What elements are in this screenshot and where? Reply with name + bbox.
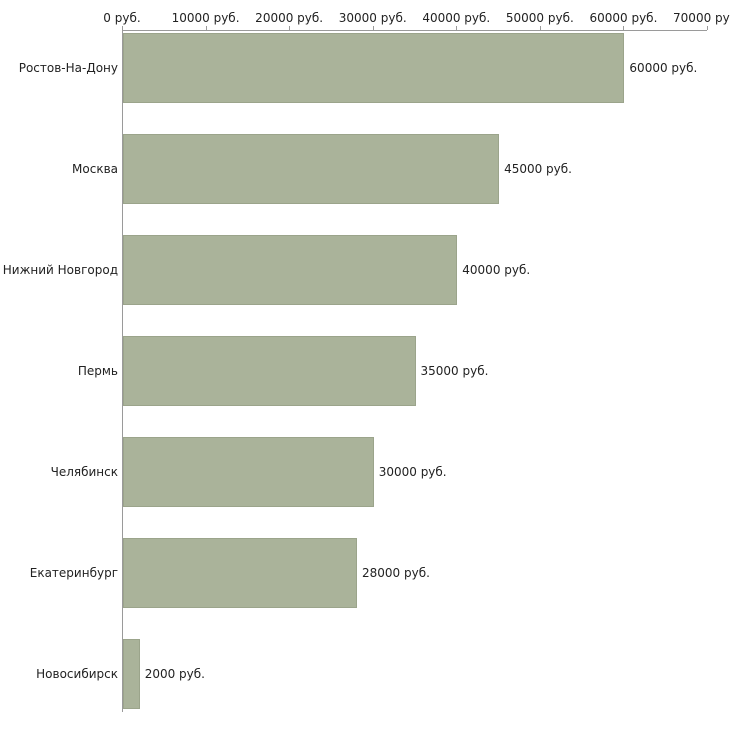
category-label: Екатеринбург	[29, 566, 118, 580]
x-tick-label: 40000 руб.	[422, 11, 491, 25]
value-label: 2000 руб.	[144, 667, 205, 681]
bar-5	[123, 538, 357, 608]
x-tick-mark	[122, 26, 123, 30]
bar-3	[123, 336, 416, 406]
value-label: 45000 руб.	[504, 162, 572, 176]
x-tick-mark	[456, 26, 458, 30]
value-label: 60000 руб.	[629, 61, 698, 75]
x-tick-label: 30000 руб.	[338, 11, 407, 25]
y-axis-line	[122, 30, 123, 712]
x-tick-mark	[372, 26, 374, 30]
x-tick-label: 50000 руб.	[505, 11, 574, 25]
value-label: 40000 руб.	[462, 263, 531, 277]
category-label: Нижний Новгород	[2, 263, 118, 277]
value-label: 28000 руб.	[362, 566, 430, 580]
x-tick-mark	[205, 26, 207, 30]
value-label: 30000 руб.	[378, 465, 447, 479]
category-label: Новосибирск	[36, 667, 118, 681]
category-label: Ростов-На-Дону	[18, 61, 118, 75]
value-label: 35000 руб.	[420, 364, 489, 378]
category-label: Пермь	[77, 364, 118, 378]
x-tick-label: 0 руб.	[103, 11, 141, 25]
x-tick-mark	[707, 26, 708, 30]
x-tick-mark	[623, 26, 625, 30]
bar-1	[123, 134, 500, 204]
category-label: Челябинск	[50, 465, 118, 479]
x-tick-label: 60000 руб.	[589, 11, 658, 25]
bar-2	[123, 235, 458, 305]
x-tick-label: 70000 руб.	[673, 11, 730, 25]
bar-6	[123, 639, 140, 709]
x-tick-label: 10000 руб.	[171, 11, 240, 25]
x-tick-label: 20000 руб.	[255, 11, 324, 25]
bar-0	[123, 33, 625, 103]
x-tick-mark	[539, 26, 541, 30]
x-axis-line	[122, 30, 707, 31]
bar-4	[123, 437, 374, 507]
x-tick-mark	[289, 26, 291, 30]
category-label: Москва	[72, 162, 118, 176]
